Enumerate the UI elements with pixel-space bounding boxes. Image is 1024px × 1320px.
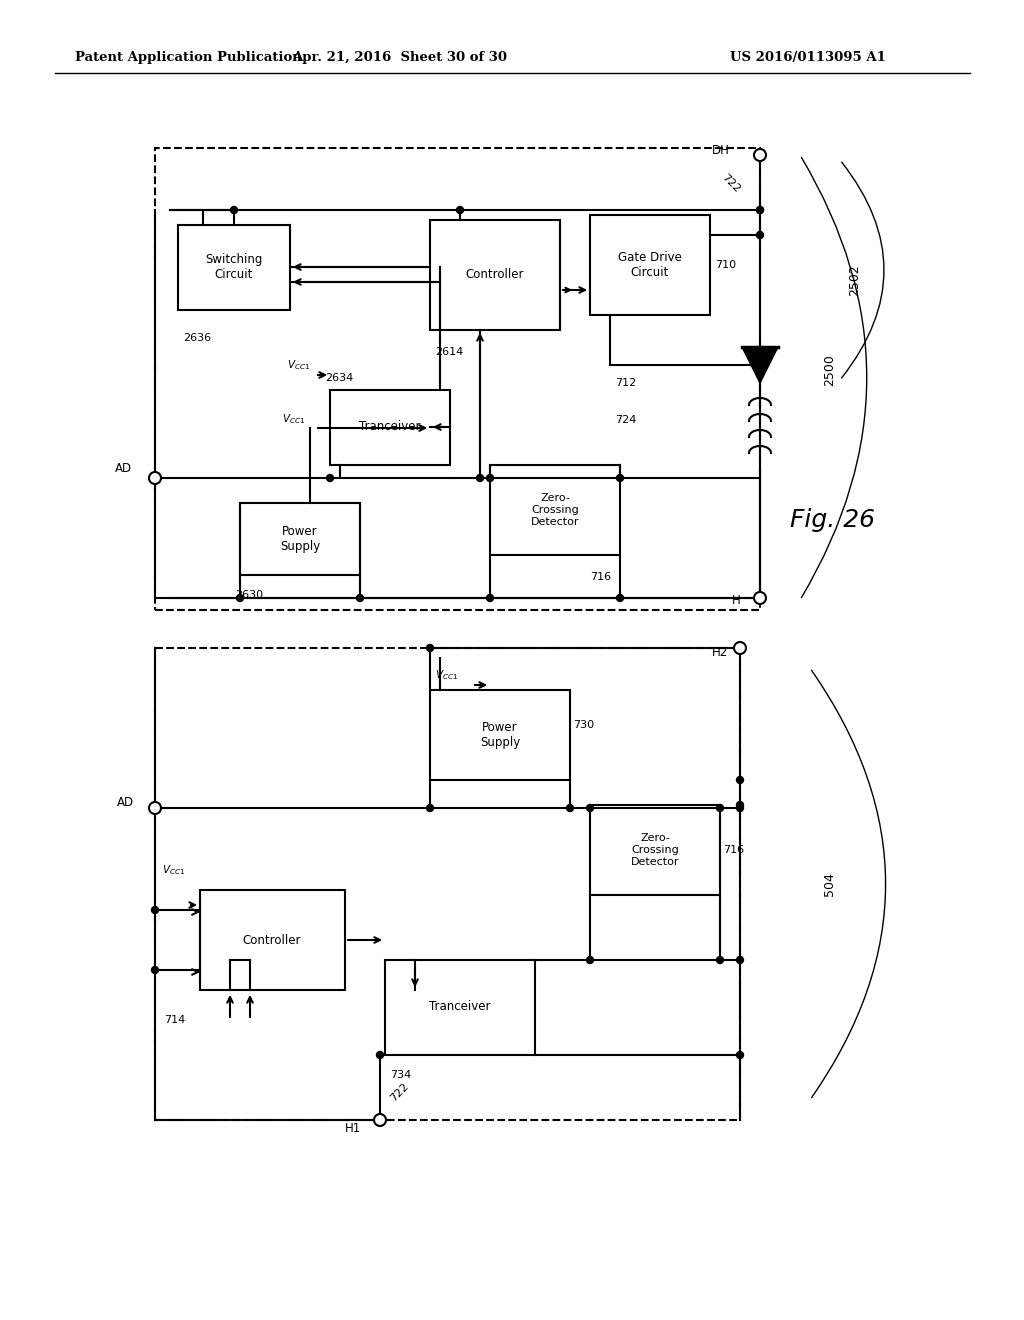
Circle shape — [616, 474, 624, 482]
Text: 504: 504 — [823, 873, 837, 896]
Text: Tranceiver: Tranceiver — [429, 1001, 490, 1014]
Text: H: H — [732, 594, 740, 606]
Circle shape — [734, 642, 746, 653]
Text: US 2016/0113095 A1: US 2016/0113095 A1 — [730, 50, 886, 63]
Text: Power
Supply: Power Supply — [280, 525, 321, 553]
Circle shape — [427, 804, 433, 812]
Text: $V_{CC1}$: $V_{CC1}$ — [287, 358, 310, 372]
Text: Tranceiver: Tranceiver — [359, 421, 421, 433]
Circle shape — [587, 957, 594, 964]
Text: 714: 714 — [164, 1015, 185, 1026]
FancyBboxPatch shape — [200, 890, 345, 990]
Text: Switching
Circuit: Switching Circuit — [206, 253, 263, 281]
Text: 2614: 2614 — [435, 347, 463, 356]
Text: Zero-
Crossing
Detector: Zero- Crossing Detector — [631, 833, 679, 867]
Circle shape — [754, 149, 766, 161]
Circle shape — [736, 1052, 743, 1059]
Circle shape — [736, 804, 743, 812]
Text: 730: 730 — [573, 719, 594, 730]
FancyBboxPatch shape — [590, 215, 710, 315]
Text: Patent Application Publication: Patent Application Publication — [75, 50, 302, 63]
Text: 716: 716 — [723, 845, 744, 855]
Circle shape — [486, 594, 494, 602]
Circle shape — [566, 804, 573, 812]
FancyBboxPatch shape — [240, 503, 360, 576]
Text: 734: 734 — [390, 1071, 412, 1080]
Text: 716: 716 — [590, 572, 611, 582]
Text: 724: 724 — [615, 414, 636, 425]
Text: AD: AD — [117, 796, 134, 809]
Text: $V_{CC1}$: $V_{CC1}$ — [162, 863, 185, 876]
Text: Controller: Controller — [243, 933, 301, 946]
Circle shape — [377, 1052, 384, 1059]
Circle shape — [486, 474, 494, 482]
Circle shape — [736, 957, 743, 964]
Circle shape — [150, 803, 161, 814]
FancyBboxPatch shape — [430, 690, 570, 780]
FancyBboxPatch shape — [385, 960, 535, 1055]
Circle shape — [754, 591, 766, 605]
FancyBboxPatch shape — [590, 805, 720, 895]
Text: $V_{CC1}$: $V_{CC1}$ — [282, 412, 305, 426]
Polygon shape — [742, 347, 778, 383]
Circle shape — [230, 206, 238, 214]
Circle shape — [457, 206, 464, 214]
Circle shape — [427, 644, 433, 652]
Circle shape — [374, 1114, 386, 1126]
Circle shape — [616, 594, 624, 602]
Circle shape — [327, 474, 334, 482]
Text: Power
Supply: Power Supply — [480, 721, 520, 748]
FancyBboxPatch shape — [490, 465, 620, 554]
Text: Apr. 21, 2016  Sheet 30 of 30: Apr. 21, 2016 Sheet 30 of 30 — [293, 50, 508, 63]
Text: 2636: 2636 — [183, 333, 211, 343]
Circle shape — [736, 776, 743, 784]
Text: 722: 722 — [388, 1081, 411, 1104]
Circle shape — [356, 594, 364, 602]
FancyBboxPatch shape — [330, 389, 450, 465]
Text: 2500: 2500 — [823, 354, 837, 385]
Circle shape — [757, 206, 764, 214]
Circle shape — [717, 804, 724, 812]
FancyBboxPatch shape — [178, 224, 290, 310]
Text: 2630: 2630 — [234, 590, 263, 601]
Text: Gate Drive
Circuit: Gate Drive Circuit — [618, 251, 682, 279]
Circle shape — [757, 206, 764, 214]
Circle shape — [757, 231, 764, 239]
Text: 2502: 2502 — [849, 264, 861, 296]
Circle shape — [237, 594, 244, 602]
Circle shape — [587, 804, 594, 812]
Text: 722: 722 — [720, 172, 742, 194]
Text: AD: AD — [115, 462, 132, 474]
FancyBboxPatch shape — [430, 220, 560, 330]
Text: DH: DH — [712, 144, 730, 157]
Text: Controller: Controller — [466, 268, 524, 281]
Text: Zero-
Crossing
Detector: Zero- Crossing Detector — [530, 494, 580, 527]
Text: $V_{CC1}$: $V_{CC1}$ — [435, 668, 458, 682]
Text: H2: H2 — [712, 647, 728, 660]
Text: H1: H1 — [345, 1122, 361, 1134]
Circle shape — [717, 957, 724, 964]
Text: 2634: 2634 — [325, 374, 353, 383]
Text: Fig. 26: Fig. 26 — [790, 508, 874, 532]
Circle shape — [150, 473, 161, 484]
Circle shape — [476, 474, 483, 482]
Circle shape — [152, 966, 159, 974]
Text: 710: 710 — [715, 260, 736, 271]
Circle shape — [152, 907, 159, 913]
Circle shape — [736, 801, 743, 808]
Text: 712: 712 — [615, 378, 636, 388]
